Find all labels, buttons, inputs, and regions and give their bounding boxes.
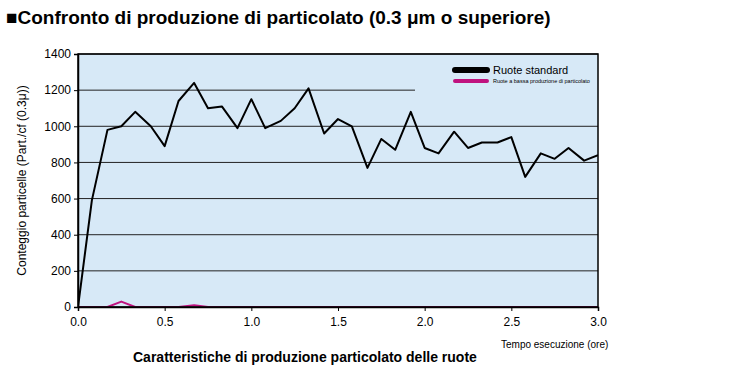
y-tick-label: 600 [51,192,71,206]
x-tick: 3.0 [590,307,607,329]
chart: ■Confronto di produzione di particolato … [0,0,733,386]
title: ■Confronto di produzione di particolato … [6,7,551,28]
x-tick-label: 3.0 [590,315,607,329]
line [78,83,598,307]
x-tick: 2.5 [503,307,520,329]
y-tick-label: 0 [64,300,71,314]
legend-swatch [455,67,487,73]
grid [78,54,598,307]
y-tick: 400 [51,228,78,242]
x-axis: 0.0 0.5 1.0 1.5 2.0 2.5 3.0 [70,307,607,329]
y-tick: 1000 [44,120,78,134]
x-tick-label: 2.5 [503,315,520,329]
y-tick: 200 [51,264,78,278]
y-tick: 1400 [44,47,78,61]
x-tick: 0.5 [157,307,174,329]
x-axis-line [79,308,599,312]
y-tick-label: 1200 [44,83,71,97]
x-tick-label: 1.0 [243,315,260,329]
x-tick-label: 0.5 [157,315,174,329]
legend-label: Ruote a bassa produzione di particolato [493,78,590,84]
x-tick-label: 0.0 [70,315,87,329]
y-axis-title: Conteggio particelle (Part./cf (0.3μ)) [15,85,29,275]
legend: Ruote standard Ruote a bassa produzione d… [455,64,590,84]
y-tick: 800 [51,156,78,170]
legend-swatch [455,79,487,83]
legend-label: Ruote standard [493,64,568,76]
y-tick-label: 800 [51,156,71,170]
x-axis-title: Tempo esecuzione (ore) [501,339,608,350]
annotation: Caratteristiche di produzione particolat… [133,349,477,365]
y-tick: 600 [51,192,78,206]
y-tick-label: 400 [51,228,71,242]
plot-background [78,54,598,307]
y-axis: 0 200 400 600 800 1000 1200 1400 [44,47,78,314]
x-tick-label: 2.0 [417,315,434,329]
grid-line [78,126,598,127]
grid-line [78,198,598,199]
y-tick-label: 1000 [44,120,71,134]
grid-line [78,270,598,271]
y-tick-label: 1400 [44,47,71,61]
x-tick-label: 1.5 [330,315,347,329]
line [78,302,598,307]
legend-background [415,62,598,96]
plot: 0.0 0.5 1.0 1.5 2.0 2.5 3.0 0 200 400 600 800 1000 12… [44,47,607,329]
plot-frame [78,54,598,307]
y-tick-label: 200 [51,264,71,278]
series-group [78,83,598,307]
x-tick: 2.0 [417,307,434,329]
x-tick: 1.5 [330,307,347,329]
y-tick: 1200 [44,83,78,97]
y-tick: 0 [64,300,78,314]
grid-line [78,234,598,235]
x-tick: 0.0 [70,307,87,329]
x-tick: 1.0 [243,307,260,329]
